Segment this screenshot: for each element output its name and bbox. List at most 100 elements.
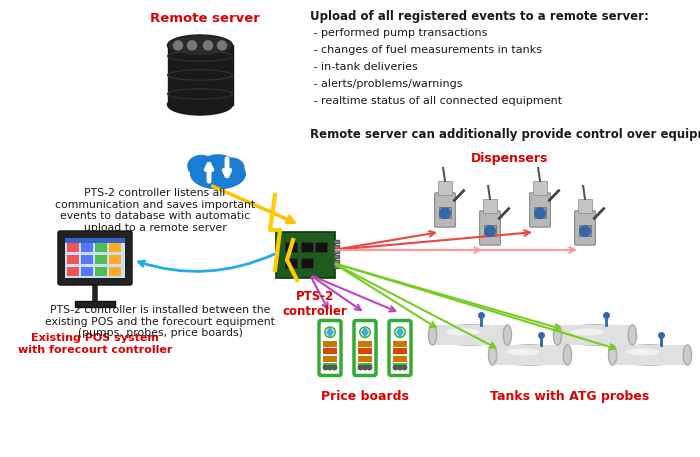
FancyBboxPatch shape: [433, 325, 508, 345]
Ellipse shape: [187, 155, 215, 177]
Text: Remote server: Remote server: [150, 12, 260, 25]
Circle shape: [332, 365, 337, 370]
Text: Existing POS system
with forecourt controller: Existing POS system with forecourt contr…: [18, 333, 172, 355]
Ellipse shape: [570, 329, 604, 335]
FancyBboxPatch shape: [333, 260, 339, 263]
Circle shape: [485, 226, 495, 236]
Text: Tanks with ATG probes: Tanks with ATG probes: [491, 390, 650, 403]
Circle shape: [535, 208, 545, 218]
Ellipse shape: [503, 325, 512, 345]
Circle shape: [402, 365, 407, 370]
Ellipse shape: [612, 345, 687, 365]
FancyBboxPatch shape: [558, 325, 632, 345]
Circle shape: [328, 365, 332, 370]
Text: PTS-2 controller listens all
communication and saves important
events to databas: PTS-2 controller listens all communicati…: [55, 188, 255, 233]
FancyBboxPatch shape: [301, 242, 313, 252]
Polygon shape: [362, 328, 368, 337]
Ellipse shape: [629, 325, 636, 345]
Text: Upload of all registered events to a remote server:: Upload of all registered events to a rem…: [310, 10, 649, 23]
FancyBboxPatch shape: [95, 243, 107, 252]
Circle shape: [204, 41, 213, 50]
FancyBboxPatch shape: [612, 345, 687, 365]
Ellipse shape: [428, 325, 437, 345]
FancyBboxPatch shape: [333, 250, 339, 253]
FancyBboxPatch shape: [333, 265, 339, 268]
FancyBboxPatch shape: [493, 345, 568, 365]
FancyBboxPatch shape: [480, 211, 500, 245]
FancyBboxPatch shape: [333, 245, 339, 248]
FancyBboxPatch shape: [435, 193, 455, 227]
FancyBboxPatch shape: [301, 258, 313, 268]
FancyBboxPatch shape: [81, 267, 93, 276]
Text: Dispensers: Dispensers: [471, 152, 549, 165]
Ellipse shape: [505, 348, 540, 356]
FancyBboxPatch shape: [358, 340, 372, 346]
Circle shape: [360, 327, 370, 338]
FancyBboxPatch shape: [81, 255, 93, 264]
Polygon shape: [397, 328, 403, 337]
FancyBboxPatch shape: [58, 231, 132, 285]
Circle shape: [325, 327, 335, 338]
Circle shape: [368, 365, 372, 370]
FancyBboxPatch shape: [578, 199, 592, 213]
FancyBboxPatch shape: [393, 363, 407, 369]
FancyBboxPatch shape: [81, 243, 93, 252]
FancyBboxPatch shape: [75, 301, 115, 307]
Circle shape: [358, 365, 363, 370]
FancyBboxPatch shape: [109, 267, 121, 276]
FancyBboxPatch shape: [440, 207, 451, 218]
FancyBboxPatch shape: [393, 356, 407, 361]
FancyBboxPatch shape: [484, 225, 496, 236]
Circle shape: [174, 41, 183, 50]
FancyBboxPatch shape: [354, 320, 376, 376]
Circle shape: [398, 365, 402, 370]
FancyBboxPatch shape: [67, 267, 79, 276]
Ellipse shape: [433, 325, 508, 345]
FancyBboxPatch shape: [65, 238, 125, 278]
Ellipse shape: [558, 325, 632, 345]
Ellipse shape: [564, 345, 572, 365]
FancyBboxPatch shape: [533, 181, 547, 196]
FancyBboxPatch shape: [285, 242, 297, 252]
FancyBboxPatch shape: [358, 348, 372, 354]
Text: - alerts/problems/warnings: - alerts/problems/warnings: [310, 79, 463, 89]
Circle shape: [323, 365, 328, 370]
Text: PTS-2 controller is installed between the
existing POS and the forecourt equipme: PTS-2 controller is installed between th…: [45, 305, 275, 338]
FancyBboxPatch shape: [67, 243, 79, 252]
Circle shape: [218, 41, 227, 50]
Ellipse shape: [489, 345, 497, 365]
FancyBboxPatch shape: [109, 243, 121, 252]
Text: PTS-2
controller: PTS-2 controller: [283, 290, 347, 318]
FancyBboxPatch shape: [530, 193, 550, 227]
FancyBboxPatch shape: [323, 340, 337, 346]
FancyBboxPatch shape: [333, 255, 339, 258]
FancyBboxPatch shape: [285, 258, 297, 268]
Circle shape: [395, 327, 405, 338]
Ellipse shape: [626, 348, 659, 356]
FancyBboxPatch shape: [315, 242, 327, 252]
Text: - in-tank deliveries: - in-tank deliveries: [310, 62, 418, 72]
Ellipse shape: [683, 345, 692, 365]
FancyBboxPatch shape: [95, 267, 107, 276]
FancyBboxPatch shape: [323, 348, 337, 354]
FancyBboxPatch shape: [323, 356, 337, 361]
FancyBboxPatch shape: [323, 363, 337, 369]
FancyBboxPatch shape: [534, 207, 545, 218]
Circle shape: [440, 208, 450, 218]
Circle shape: [393, 365, 398, 370]
Text: Remote server can additionally provide control over equipment remotely: Remote server can additionally provide c…: [310, 128, 700, 141]
FancyBboxPatch shape: [67, 255, 79, 264]
FancyBboxPatch shape: [393, 348, 407, 354]
Ellipse shape: [167, 94, 232, 115]
Polygon shape: [327, 328, 333, 337]
Ellipse shape: [219, 158, 244, 179]
FancyBboxPatch shape: [438, 181, 452, 196]
Ellipse shape: [201, 154, 234, 174]
FancyBboxPatch shape: [319, 320, 341, 376]
Text: - changes of fuel measurements in tanks: - changes of fuel measurements in tanks: [310, 45, 542, 55]
FancyBboxPatch shape: [580, 225, 591, 236]
Text: - realtime status of all connected equipment: - realtime status of all connected equip…: [310, 96, 562, 106]
Text: - performed pump transactions: - performed pump transactions: [310, 28, 487, 38]
FancyBboxPatch shape: [276, 232, 335, 278]
Circle shape: [188, 41, 197, 50]
